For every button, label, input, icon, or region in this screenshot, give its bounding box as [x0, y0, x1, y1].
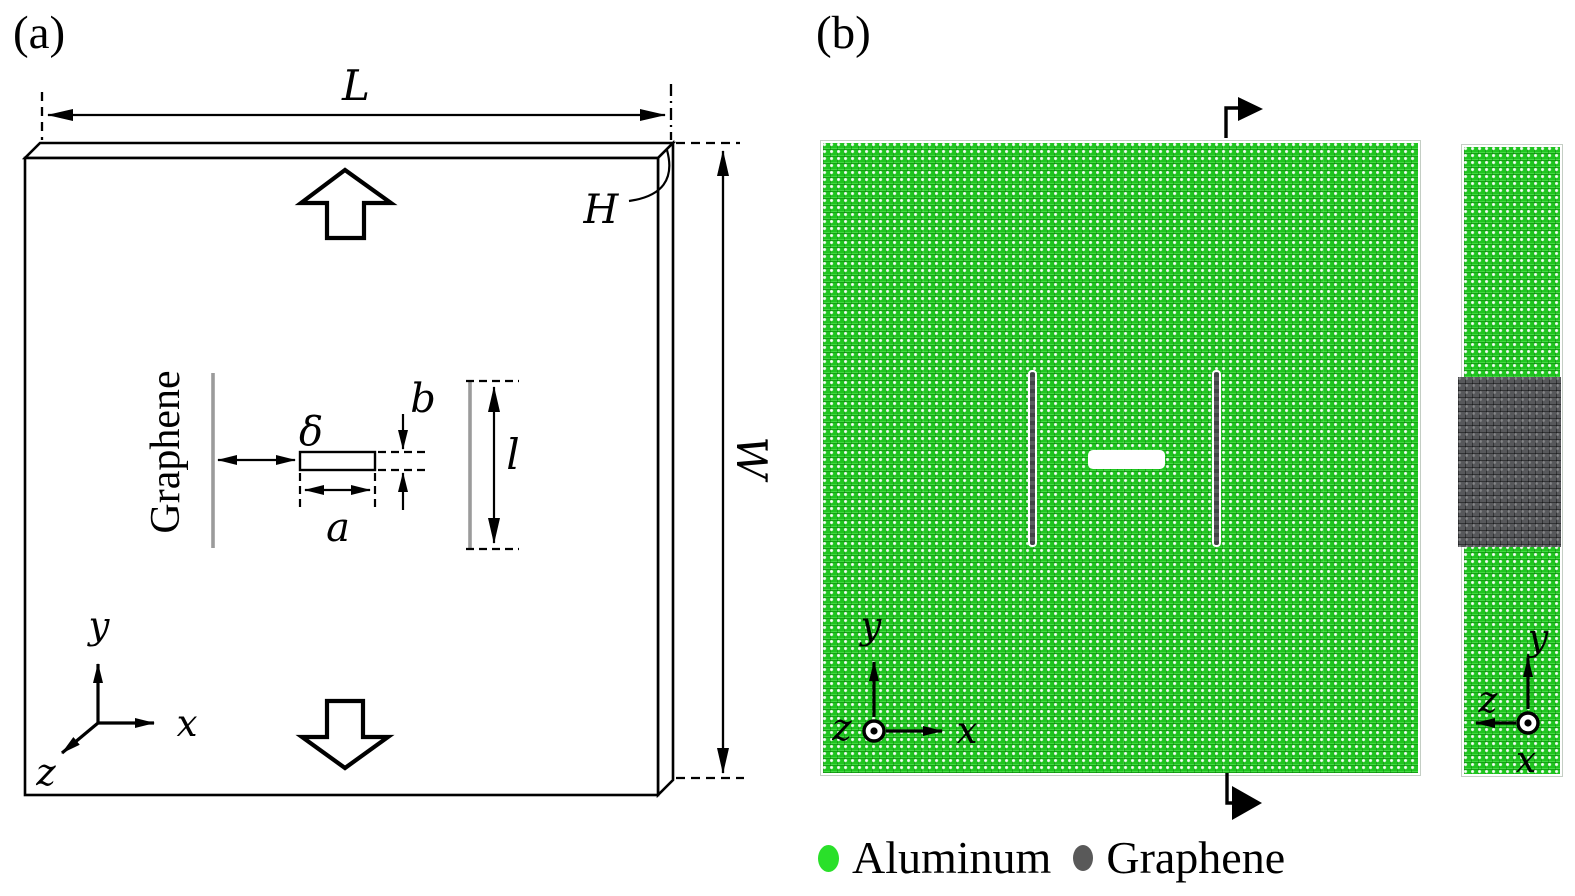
- load-arrow-up-icon: [294, 167, 398, 241]
- axis-bs-x-label: x: [1516, 740, 1536, 781]
- axis-a-z: [60, 721, 100, 755]
- dim-L: [40, 84, 673, 140]
- panel-a-label: (a): [13, 7, 66, 59]
- graphene-slit-left: [1028, 370, 1037, 547]
- plate-front-face: [23, 156, 660, 797]
- graphene-dot-icon: [1073, 845, 1094, 871]
- graphene-label: Graphene: [143, 370, 189, 533]
- axis-bf-x-label: x: [957, 709, 978, 752]
- graphene-slit-right: [1212, 370, 1221, 547]
- dim-H: [628, 141, 740, 203]
- panel-a-schematic: L H W Graphene δ a: [21, 61, 776, 799]
- crack-void: [1088, 450, 1165, 469]
- panel-b-label: (b): [816, 7, 871, 59]
- dim-W-label: W: [727, 436, 776, 483]
- dim-W: [676, 150, 744, 780]
- legend-graphene-label: Graphene: [1106, 832, 1286, 883]
- dim-a-label: a: [326, 505, 350, 551]
- legend-aluminum-label: Aluminum: [852, 832, 1052, 883]
- load-arrow-down-icon: [295, 698, 395, 771]
- dim-a: [298, 473, 377, 509]
- loading-arrows: [294, 167, 398, 771]
- aluminum-dot-icon: [818, 844, 839, 872]
- crack-rect: [298, 450, 377, 472]
- graphene-sheet-lines: [211, 373, 472, 550]
- axis-bf-z-label: z: [831, 706, 852, 749]
- dim-H-label: H: [583, 187, 620, 233]
- legend: Aluminum Graphene: [818, 830, 1285, 886]
- dim-L-label: L: [341, 61, 370, 110]
- section-arrow-top: [1224, 97, 1263, 138]
- axis-a-y-label: y: [87, 604, 111, 647]
- plate-3d-body: [21, 139, 677, 799]
- axis-bs-z-label: z: [1478, 680, 1499, 721]
- dim-l-label: l: [506, 430, 519, 479]
- graphene-atoms-side: [1458, 377, 1561, 547]
- dim-delta-label: δ: [299, 409, 323, 455]
- axes-a: [60, 663, 155, 755]
- axis-a-x-label: x: [177, 702, 198, 745]
- section-arrow-bottom: [1225, 773, 1262, 820]
- axis-a-z-label: z: [35, 751, 56, 794]
- dim-l: [466, 379, 519, 551]
- axis-bf-y-label: y: [859, 604, 883, 647]
- dim-b-label: b: [410, 376, 436, 422]
- axis-bs-y-label: y: [1526, 618, 1549, 659]
- dim-b: [378, 414, 429, 510]
- axis-bs-x-dot: [1524, 719, 1532, 727]
- axis-bf-z-dot: [870, 727, 878, 735]
